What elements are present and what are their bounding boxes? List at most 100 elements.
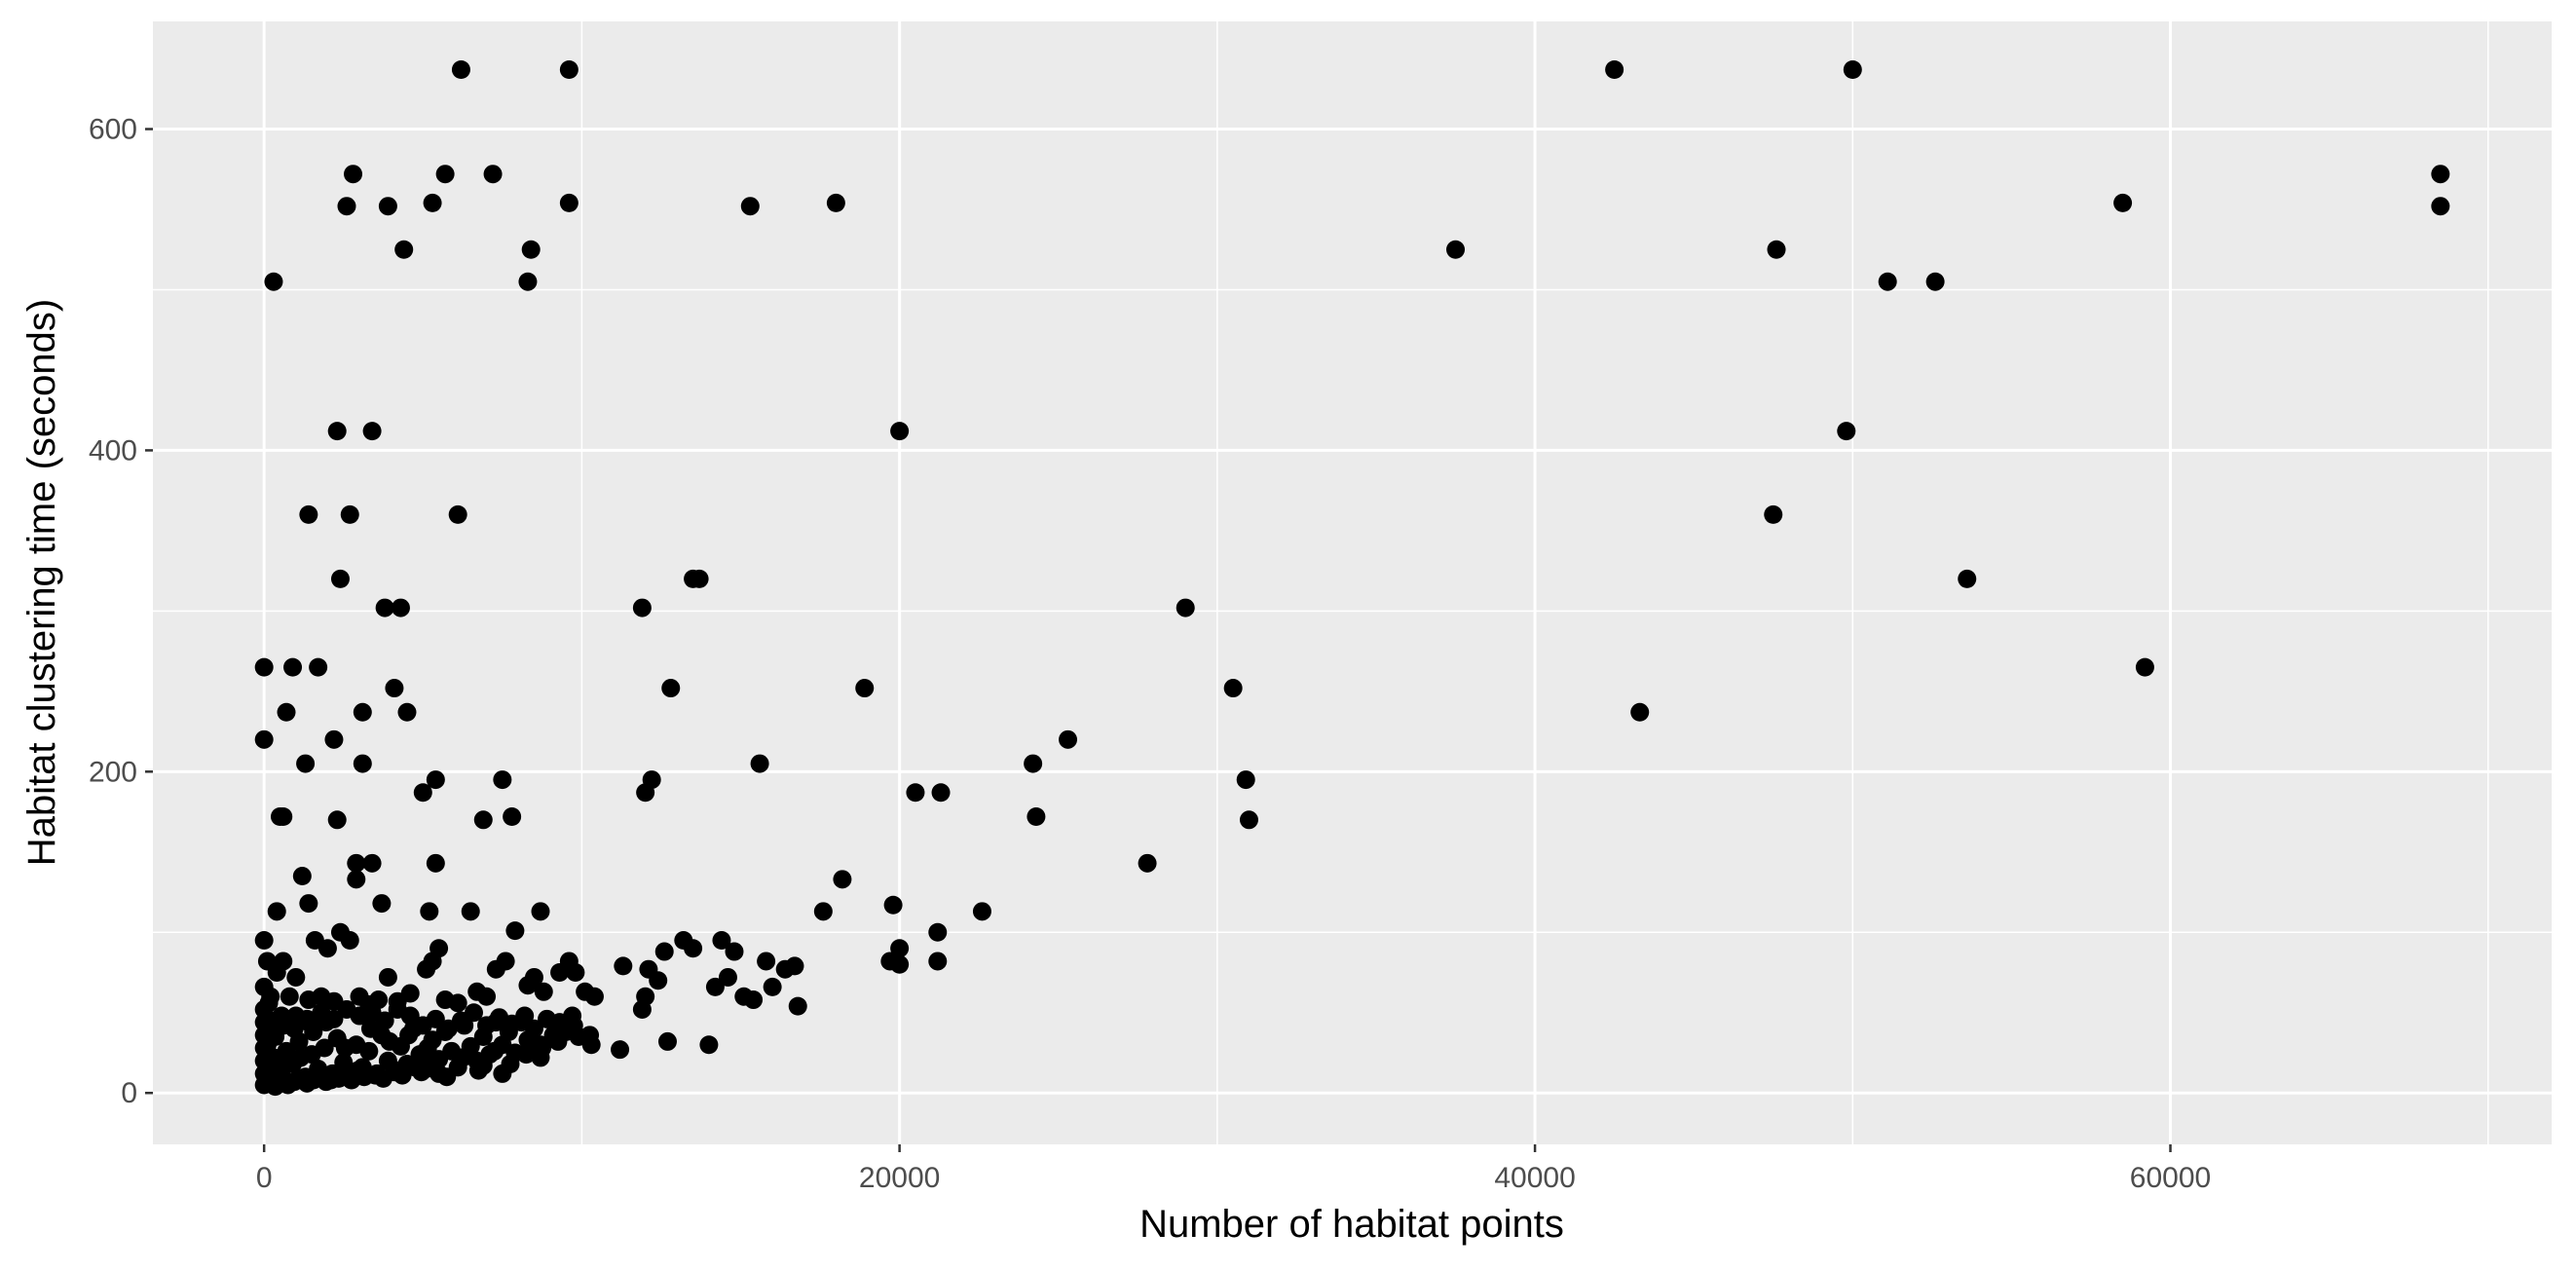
data-point	[1236, 770, 1255, 790]
data-point	[521, 240, 541, 259]
data-point	[461, 902, 480, 921]
data-point	[1878, 272, 1897, 291]
data-point	[826, 193, 845, 212]
data-point	[1843, 59, 1862, 79]
data-point	[833, 870, 852, 889]
data-point	[277, 702, 296, 722]
data-point	[485, 1041, 504, 1061]
data-point	[649, 971, 668, 990]
y-axis-ticks: 0 200 400 600	[89, 114, 153, 1109]
data-point	[429, 939, 449, 958]
data-point	[394, 240, 414, 259]
data-point	[423, 193, 442, 212]
data-point	[763, 977, 782, 996]
data-point	[299, 504, 318, 524]
data-point	[337, 197, 356, 216]
data-point	[564, 1016, 583, 1035]
data-point	[254, 657, 274, 677]
data-point	[1837, 422, 1856, 441]
data-point	[2113, 193, 2133, 212]
x-axis-title: Number of habitat points	[1139, 1203, 1564, 1246]
data-point	[906, 783, 925, 803]
data-point	[347, 870, 366, 889]
data-point	[2431, 165, 2450, 184]
data-point	[684, 939, 703, 958]
data-point	[642, 770, 661, 790]
data-point	[353, 754, 372, 773]
data-point	[1027, 807, 1046, 827]
data-point	[266, 1027, 285, 1046]
data-point	[448, 504, 467, 524]
data-point	[855, 679, 875, 698]
data-point	[378, 197, 397, 216]
data-point	[254, 931, 274, 951]
data-point	[448, 993, 467, 1013]
y-tick-label: 0	[121, 1077, 137, 1109]
data-point	[890, 954, 910, 974]
data-point	[400, 1006, 420, 1026]
data-point	[690, 569, 709, 588]
data-point	[928, 952, 948, 971]
data-point	[317, 939, 337, 958]
data-point	[2135, 657, 2154, 677]
data-point	[699, 1035, 719, 1055]
data-point	[1958, 569, 1977, 588]
data-point	[425, 1055, 444, 1074]
data-point	[340, 931, 359, 951]
data-point	[426, 1009, 445, 1028]
data-point	[632, 598, 652, 617]
data-point	[718, 967, 737, 987]
data-point	[1764, 504, 1783, 524]
data-point	[344, 165, 363, 184]
data-point	[426, 853, 445, 873]
data-point	[636, 987, 655, 1006]
data-point	[309, 657, 328, 677]
data-point	[362, 422, 382, 441]
data-point	[1024, 754, 1043, 773]
data-point	[496, 952, 515, 971]
data-point	[435, 165, 455, 184]
data-point	[315, 1038, 334, 1058]
data-point	[299, 894, 318, 914]
data-point	[566, 963, 585, 983]
data-point	[501, 1055, 520, 1074]
data-point	[531, 902, 550, 921]
data-point	[788, 996, 807, 1016]
data-point	[757, 952, 776, 971]
data-point	[468, 1061, 488, 1080]
x-tick-label: 40000	[1494, 1162, 1575, 1194]
data-point	[473, 810, 493, 830]
data-point	[353, 702, 372, 722]
data-point	[267, 902, 286, 921]
data-point	[380, 1031, 399, 1051]
data-point	[399, 1026, 419, 1045]
data-point	[972, 902, 991, 921]
data-point	[360, 1019, 380, 1038]
data-point	[712, 931, 731, 951]
data-point	[534, 982, 553, 1001]
data-point	[451, 59, 470, 79]
data-point	[259, 993, 279, 1013]
data-point	[1925, 272, 1945, 291]
data-points	[254, 59, 2450, 1097]
data-point	[283, 657, 303, 677]
data-point	[426, 770, 445, 790]
data-point	[327, 810, 347, 830]
data-point	[375, 598, 394, 617]
data-point	[400, 984, 420, 1003]
data-point	[284, 1019, 304, 1038]
data-point	[274, 952, 293, 971]
x-axis-ticks: 0 20000 40000 60000	[256, 1144, 2211, 1194]
data-point	[317, 1013, 336, 1032]
data-point	[890, 422, 910, 441]
data-point	[740, 197, 760, 216]
data-point	[254, 977, 274, 996]
y-tick-label: 200	[89, 756, 137, 788]
data-point	[304, 1023, 323, 1042]
data-point	[418, 1038, 437, 1058]
x-tick-label: 20000	[859, 1162, 940, 1194]
data-point	[883, 895, 903, 915]
data-point	[750, 754, 769, 773]
data-point	[493, 770, 512, 790]
